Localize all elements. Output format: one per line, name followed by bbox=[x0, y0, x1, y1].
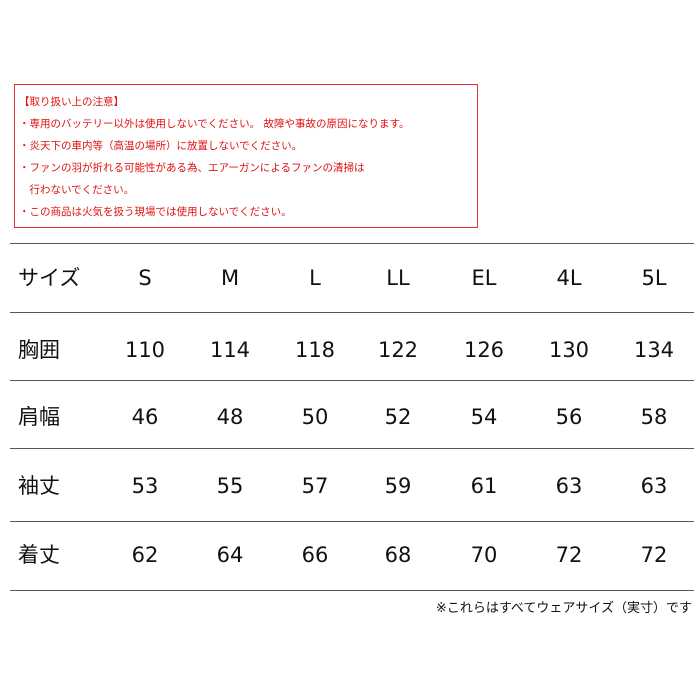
column-header: 5L bbox=[641, 266, 667, 290]
row-header: 胸囲 bbox=[18, 338, 60, 362]
column-header: 4L bbox=[556, 266, 582, 290]
table-cell: 56 bbox=[555, 405, 583, 429]
row-header: 袖丈 bbox=[18, 474, 60, 498]
table-cell: 68 bbox=[384, 543, 412, 567]
table-cell: 114 bbox=[209, 338, 251, 362]
table-cell: 134 bbox=[633, 338, 675, 362]
table-cell: 53 bbox=[131, 474, 159, 498]
footnote: ※これらはすべてウェアサイズ（実寸）です bbox=[435, 601, 692, 616]
table-cell: 64 bbox=[216, 543, 244, 567]
row-header: サイズ bbox=[18, 266, 81, 290]
table-cell: 54 bbox=[470, 405, 498, 429]
table-cell: 72 bbox=[640, 543, 668, 567]
column-header: EL bbox=[471, 266, 497, 290]
table-rule bbox=[10, 521, 694, 522]
table-cell: 63 bbox=[640, 474, 668, 498]
table-cell: 57 bbox=[301, 474, 329, 498]
table-cell: 50 bbox=[301, 405, 329, 429]
table-rule bbox=[10, 243, 694, 244]
column-header: S bbox=[138, 266, 152, 290]
table-cell: 46 bbox=[131, 405, 159, 429]
row-header: 着丈 bbox=[18, 543, 60, 567]
table-cell: 126 bbox=[463, 338, 505, 362]
column-header: M bbox=[220, 266, 240, 290]
table-cell: 110 bbox=[124, 338, 166, 362]
table-cell: 59 bbox=[384, 474, 412, 498]
table-cell: 130 bbox=[548, 338, 590, 362]
notice-line: ・炎天下の車内等（高温の場所）に放置しないでください。 bbox=[19, 140, 303, 152]
column-header: LL bbox=[386, 266, 410, 290]
notice-line: ・この商品は火気を扱う現場では使用しないでください。 bbox=[19, 206, 292, 218]
table-cell: 63 bbox=[555, 474, 583, 498]
table-rule bbox=[10, 312, 694, 313]
row-header: 肩幅 bbox=[18, 405, 60, 429]
notice-title: 【取り扱い上の注意】 bbox=[19, 96, 124, 108]
table-rule bbox=[10, 380, 694, 381]
table-rule bbox=[10, 448, 694, 449]
table-cell: 72 bbox=[555, 543, 583, 567]
table-cell: 62 bbox=[131, 543, 159, 567]
table-cell: 118 bbox=[294, 338, 336, 362]
table-cell: 48 bbox=[216, 405, 244, 429]
table-cell: 55 bbox=[216, 474, 244, 498]
notice-box: 【取り扱い上の注意】 ・専用のバッテリー以外は使用しないでください。 故障や事故… bbox=[14, 84, 478, 228]
table-cell: 66 bbox=[301, 543, 329, 567]
notice-line: ・ファンの羽が折れる可能性がある為、エアーガンによるファンの清掃は bbox=[19, 162, 365, 174]
table-rule bbox=[10, 590, 694, 591]
table-cell: 52 bbox=[384, 405, 412, 429]
table-cell: 70 bbox=[470, 543, 498, 567]
table-cell: 58 bbox=[640, 405, 668, 429]
notice-line: ・専用のバッテリー以外は使用しないでください。 故障や事故の原因になります。 bbox=[19, 118, 410, 130]
table-cell: 122 bbox=[377, 338, 419, 362]
column-header: L bbox=[309, 266, 321, 290]
notice-line: 行わないでください。 bbox=[19, 184, 135, 196]
table-cell: 61 bbox=[470, 474, 498, 498]
